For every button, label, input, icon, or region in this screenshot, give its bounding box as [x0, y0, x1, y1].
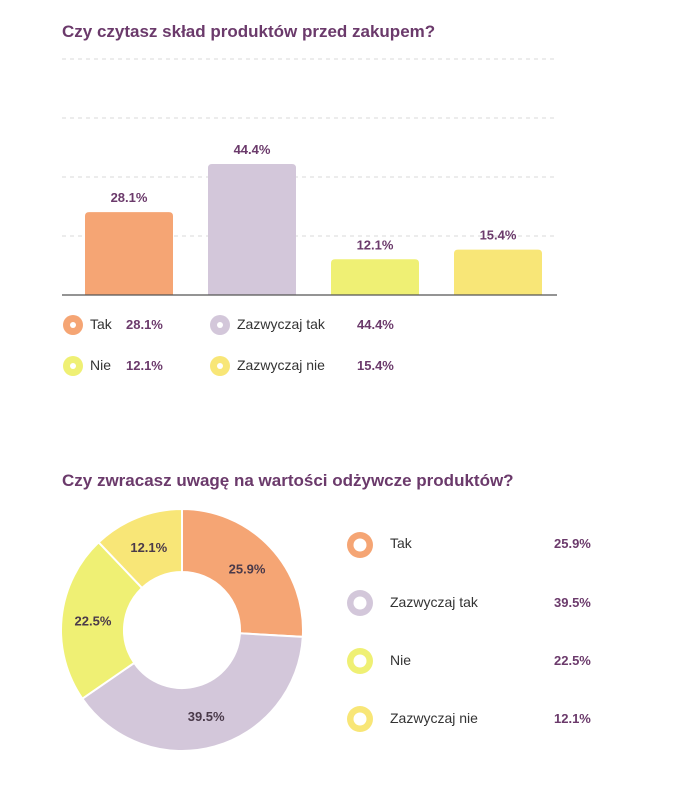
donut-data-label-nie: 22.5%	[75, 614, 112, 629]
donut-legend-label-zazwyczaj-tak: Zazwyczaj tak	[390, 594, 478, 610]
donut-legend-marker-hole	[353, 654, 367, 668]
bar-data-label-zazwyczaj-tak: 44.4%	[234, 142, 271, 157]
donut-legend-label-nie: Nie	[390, 652, 412, 668]
bar-chart: 28.1% 44.4% 12.1% 15.4%	[62, 58, 557, 376]
bar-legend-value-zazwyczaj-nie: 15.4%	[357, 358, 394, 373]
bar-legend-marker-dot	[70, 363, 76, 369]
donut-legend-marker-hole	[353, 712, 367, 726]
bar-legend-marker-dot	[70, 322, 76, 328]
bar-legend-value-zazwyczaj-tak: 44.4%	[357, 317, 394, 332]
donut-legend-value-nie: 22.5%	[554, 653, 591, 668]
bar-tak	[85, 212, 173, 295]
donut-slice-zazwyczaj-tak	[80, 632, 304, 752]
donut-legend-marker-hole	[353, 538, 367, 552]
donut-data-label-tak: 25.9%	[229, 562, 266, 577]
bar-data-label-nie: 12.1%	[357, 237, 394, 252]
bar-legend-value-tak: 28.1%	[126, 317, 163, 332]
donut-legend-marker-hole	[353, 596, 367, 610]
donut-data-label-zazwyczaj-tak: 39.5%	[188, 709, 225, 724]
donut-slice-zazwyczaj-nie	[97, 507, 183, 590]
donut-legend-label-tak: Tak	[390, 535, 412, 551]
bar-legend-label-zazwyczaj-nie: Zazwyczaj nie	[237, 357, 325, 373]
bar-data-label-zazwyczaj-nie: 15.4%	[480, 228, 517, 243]
bar-legend-label-nie: Nie	[90, 357, 112, 373]
donut-legend-value-zazwyczaj-tak: 39.5%	[554, 595, 591, 610]
bar-legend-marker-dot	[217, 322, 223, 328]
bar-zazwyczaj-nie	[454, 249, 542, 295]
bar-legend-label-tak: Tak	[90, 316, 112, 332]
donut-legend-value-zazwyczaj-nie: 12.1%	[554, 711, 591, 726]
bar-nie	[331, 259, 419, 295]
donut-legend-value-tak: 25.9%	[554, 536, 591, 551]
donut-slice-nie	[60, 540, 144, 701]
donut-data-label-zazwyczaj-nie: 12.1%	[130, 540, 167, 555]
bar-chart-title: Czy czytasz skład produktów przed zakupe…	[62, 22, 436, 41]
bar-legend-value-nie: 12.1%	[126, 358, 163, 373]
bar-legend-marker-dot	[217, 363, 223, 369]
donut-chart-title: Czy zwracasz uwagę na wartości odżywcze …	[62, 471, 514, 490]
bar-zazwyczaj-tak	[208, 164, 296, 295]
donut-slice-tak	[181, 507, 304, 638]
donut-legend-label-zazwyczaj-nie: Zazwyczaj nie	[390, 710, 478, 726]
bar-data-label-tak: 28.1%	[111, 190, 148, 205]
bar-legend-label-zazwyczaj-tak: Zazwyczaj tak	[237, 316, 325, 332]
